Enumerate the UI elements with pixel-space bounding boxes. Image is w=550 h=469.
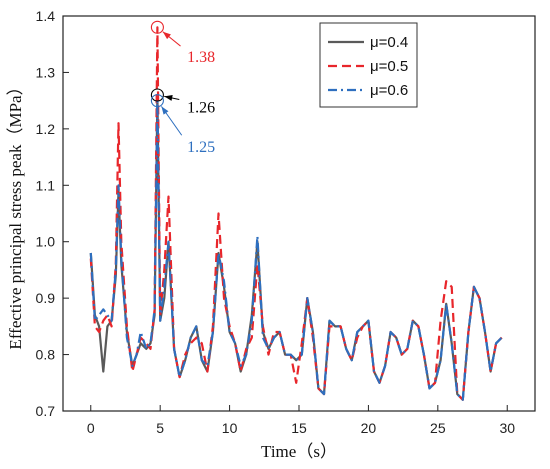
ticks: 0 5 10 15 20 25 30 0.7 0.8 0.9 1.0 1.1 1.2 1.3 1.4 xyxy=(36,8,516,436)
legend-label-2: μ=0.6 xyxy=(370,82,408,99)
series-line-0 xyxy=(89,93,503,401)
legend: μ=0.4 μ=0.5 μ=0.6 xyxy=(319,22,418,108)
y-tick-label: 1.3 xyxy=(36,64,56,80)
annotation-label: 1.26 xyxy=(187,100,215,117)
y-axis-title: Effective principal stress peak（MPa） xyxy=(6,78,25,349)
annotation-arrowhead xyxy=(164,95,173,101)
y-tick-label: 1.4 xyxy=(36,8,56,24)
y-tick-label: 0.8 xyxy=(36,347,56,363)
plot-frame xyxy=(62,15,536,412)
x-tick-label: 0 xyxy=(87,420,95,436)
x-tick-label: 30 xyxy=(499,420,515,436)
legend-label-1: μ=0.5 xyxy=(370,58,408,75)
y-tick-label: 1.1 xyxy=(36,177,56,193)
y-tick-label: 0.9 xyxy=(36,290,56,306)
x-tick-label: 10 xyxy=(222,420,238,436)
y-tick-label: 1.2 xyxy=(36,121,56,137)
annotation-marker xyxy=(150,94,164,108)
annotation-marker xyxy=(150,20,164,34)
series-group xyxy=(89,26,503,401)
annotation-marker xyxy=(150,88,164,102)
annotation-arrowhead xyxy=(161,106,169,115)
annotations: 1.38 1.26 1.25 xyxy=(150,20,215,156)
annotation-arrowhead xyxy=(162,31,171,40)
series-line-2 xyxy=(89,99,503,401)
annotation-label: 1.25 xyxy=(187,139,215,156)
legend-label-0: μ=0.4 xyxy=(370,34,408,51)
annotation-label: 1.38 xyxy=(187,49,215,66)
y-tick-label: 1.0 xyxy=(36,234,56,250)
x-tick-label: 20 xyxy=(361,420,377,436)
series-line-1 xyxy=(89,26,503,401)
y-tick-label: 0.7 xyxy=(36,403,56,419)
x-tick-label: 25 xyxy=(430,420,446,436)
x-tick-label: 15 xyxy=(291,420,307,436)
x-axis-title: Time（s） xyxy=(261,442,337,461)
x-tick-label: 5 xyxy=(156,420,164,436)
